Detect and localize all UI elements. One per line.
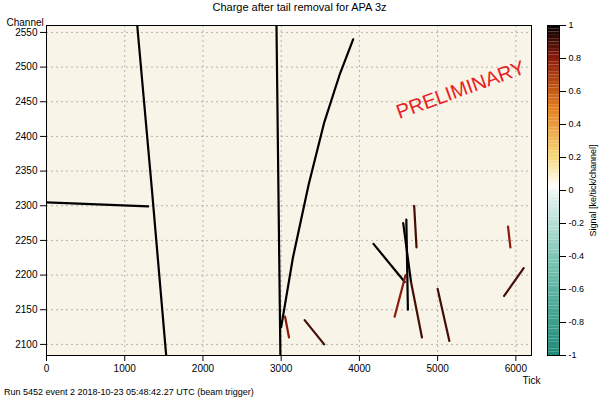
svg-text:2150: 2150 xyxy=(15,304,38,315)
svg-text:2350: 2350 xyxy=(15,165,38,176)
svg-text:-1: -1 xyxy=(569,350,577,360)
svg-text:2250: 2250 xyxy=(15,235,38,246)
svg-text:-0.2: -0.2 xyxy=(569,218,585,228)
svg-text:2300: 2300 xyxy=(15,200,38,211)
svg-text:0.8: 0.8 xyxy=(569,53,582,63)
svg-text:1000: 1000 xyxy=(114,363,137,374)
svg-text:2100: 2100 xyxy=(15,339,38,350)
svg-text:Signal [ke/tick/channel]: Signal [ke/tick/channel] xyxy=(588,144,598,236)
svg-text:0: 0 xyxy=(44,363,50,374)
svg-text:2200: 2200 xyxy=(15,269,38,280)
svg-text:5000: 5000 xyxy=(427,363,450,374)
svg-text:Channel: Channel xyxy=(7,17,44,28)
svg-text:PRELIMINARY: PRELIMINARY xyxy=(393,56,528,123)
svg-text:-0.8: -0.8 xyxy=(569,317,585,327)
svg-text:-0.6: -0.6 xyxy=(569,284,585,294)
svg-text:2550: 2550 xyxy=(15,27,38,38)
svg-text:6000: 6000 xyxy=(505,363,528,374)
html-text:Run 5452 event 2 2018-10-23 05: Run 5452 event 2 2018-10-23 05:48:42.27 … xyxy=(4,387,254,397)
svg-text:0.2: 0.2 xyxy=(569,152,582,162)
svg-text:2500: 2500 xyxy=(15,61,38,72)
html-text:Charge after tail removal for: Charge after tail removal for APA 3z xyxy=(212,1,387,13)
svg-text:2000: 2000 xyxy=(192,363,215,374)
svg-text:0: 0 xyxy=(569,185,574,195)
svg-text:-0.4: -0.4 xyxy=(569,251,585,261)
svg-text:2400: 2400 xyxy=(15,131,38,142)
svg-text:3000: 3000 xyxy=(270,363,293,374)
svg-text:0.4: 0.4 xyxy=(569,119,582,129)
svg-text:4000: 4000 xyxy=(348,363,371,374)
svg-text:1: 1 xyxy=(569,20,574,30)
svg-text:Tick: Tick xyxy=(523,375,542,386)
svg-text:0.6: 0.6 xyxy=(569,86,582,96)
svg-text:2450: 2450 xyxy=(15,96,38,107)
